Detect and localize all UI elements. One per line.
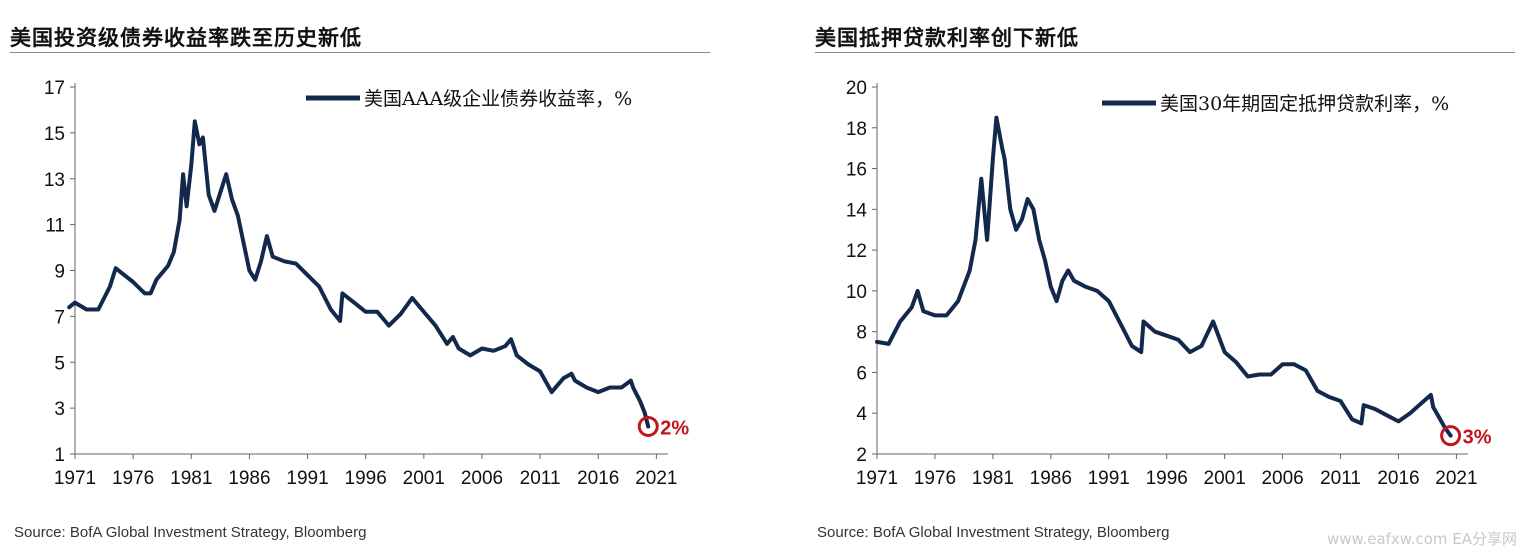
legend-label: 美国AAA级企业债券收益率，% bbox=[364, 88, 632, 110]
y-tick-label: 13 bbox=[44, 170, 65, 191]
x-tick-label: 2001 bbox=[1204, 468, 1246, 489]
y-tick-label: 2 bbox=[856, 445, 867, 466]
legend-label: 美国30年期固定抵押贷款利率，% bbox=[1160, 93, 1449, 115]
y-tick-label: 18 bbox=[846, 119, 867, 140]
y-tick-label: 9 bbox=[54, 262, 65, 283]
y-tick-label: 5 bbox=[54, 353, 65, 374]
y-tick-label: 3 bbox=[54, 399, 65, 420]
y-tick-label: 20 bbox=[846, 78, 867, 99]
y-tick-label: 4 bbox=[856, 404, 867, 425]
x-tick-label: 2006 bbox=[461, 468, 503, 489]
x-tick-label: 1976 bbox=[914, 468, 956, 489]
annotation-label: 2% bbox=[660, 417, 689, 439]
x-tick-label: 2011 bbox=[1320, 468, 1361, 489]
y-tick-label: 7 bbox=[54, 307, 65, 328]
x-tick-label: 1996 bbox=[345, 468, 387, 489]
x-tick-label: 2001 bbox=[403, 468, 445, 489]
chart-title: 美国投资级债券收益率跌至历史新低 bbox=[10, 26, 362, 50]
x-tick-label: 2021 bbox=[1435, 468, 1477, 489]
title-divider bbox=[815, 52, 1515, 53]
annotation-circle bbox=[1440, 425, 1462, 447]
x-tick-label: 1986 bbox=[1030, 468, 1072, 489]
x-tick-label: 2021 bbox=[635, 468, 677, 489]
y-tick-label: 12 bbox=[846, 241, 867, 262]
x-tick-label: 1971 bbox=[856, 468, 898, 489]
y-tick-label: 8 bbox=[856, 323, 867, 344]
source-note: Source: BofA Global Investment Strategy,… bbox=[817, 524, 1170, 541]
chart-title: 美国抵押贷款利率创下新低 bbox=[815, 26, 1079, 50]
x-tick-label: 1986 bbox=[228, 468, 270, 489]
x-tick-label: 2011 bbox=[520, 468, 561, 489]
x-tick-label: 2016 bbox=[1377, 468, 1419, 489]
y-tick-label: 17 bbox=[44, 78, 65, 99]
chart-panel-mortgage-rate: 美国抵押贷款利率创下新低 2 4 6 8 10 12 14 16 18 20 1971 1976 198… bbox=[805, 0, 1525, 553]
y-tick-label: 10 bbox=[846, 282, 867, 303]
x-tick-label: 2006 bbox=[1261, 468, 1303, 489]
x-tick-label: 1976 bbox=[112, 468, 154, 489]
x-tick-label: 1991 bbox=[1088, 468, 1130, 489]
title-divider bbox=[10, 52, 710, 53]
x-tick-label: 2016 bbox=[577, 468, 619, 489]
legend: 美国30年期固定抵押贷款利率，% bbox=[1102, 93, 1449, 115]
x-tick-label: 1981 bbox=[170, 468, 212, 489]
y-tick-label: 1 bbox=[54, 445, 65, 466]
source-note: Source: BofA Global Investment Strategy,… bbox=[14, 524, 367, 541]
series-line bbox=[67, 119, 651, 429]
y-tick-label: 11 bbox=[45, 216, 65, 237]
x-tick-label: 1981 bbox=[972, 468, 1014, 489]
mortgage-rate-chart: 2 4 6 8 10 12 14 16 18 20 1971 1976 1981 1986 1991 1996… bbox=[846, 78, 1492, 489]
chart-panel-corporate-yield: 美国投资级债券收益率跌至历史新低 1 3 5 7 9 11 13 15 17 1971 1976 19… bbox=[0, 0, 760, 553]
annotation-label: 3% bbox=[1463, 427, 1492, 449]
x-tick-label: 1991 bbox=[286, 468, 328, 489]
watermark: www.eafxw.com EA分享网 bbox=[1327, 530, 1517, 548]
x-tick-label: 1996 bbox=[1146, 468, 1188, 489]
y-tick-label: 14 bbox=[846, 200, 868, 221]
x-tick-label: 1971 bbox=[54, 468, 96, 489]
y-tick-label: 16 bbox=[846, 160, 867, 181]
annotation-circle bbox=[637, 415, 659, 437]
series-line bbox=[875, 115, 1453, 438]
legend: 美国AAA级企业债券收益率，% bbox=[306, 88, 632, 110]
y-tick-label: 6 bbox=[856, 363, 867, 384]
y-tick-label: 15 bbox=[44, 124, 65, 145]
